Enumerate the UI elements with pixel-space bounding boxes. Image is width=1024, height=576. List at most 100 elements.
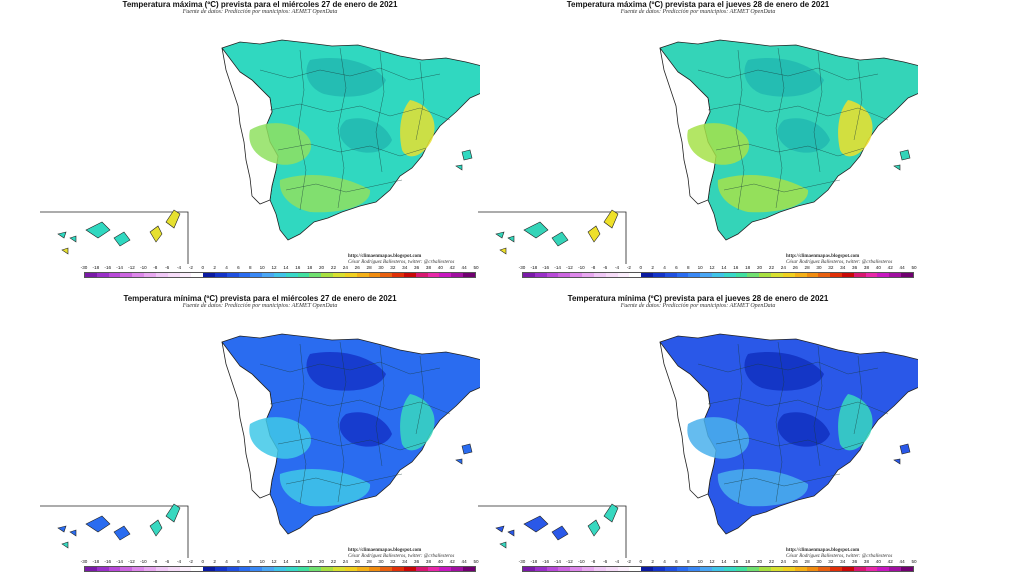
scale-swatch: [356, 273, 369, 277]
scale-tick-label: 24: [342, 265, 348, 270]
map-title: Temperatura máxima (ºC) prevista para el…: [566, 0, 830, 9]
scale-swatch: [203, 567, 215, 571]
scale-tick-label: -14: [116, 265, 123, 270]
scale-tick-label: 24: [780, 265, 786, 270]
temperature-zone: [306, 352, 386, 391]
scale-tick-label: 40: [875, 559, 881, 564]
scale-tick-label: 34: [402, 265, 408, 270]
scale-tick-label: -30: [518, 559, 526, 564]
scale-tick-label: 2: [651, 265, 654, 270]
province-border: [853, 355, 863, 435]
scale-tick-label: -14: [554, 559, 561, 564]
scale-swatch: [582, 567, 594, 571]
temperature-zone: [687, 123, 750, 165]
scale-swatch: [534, 567, 547, 571]
scale-tick-label: 22: [330, 265, 337, 270]
scale-swatch: [700, 273, 712, 277]
temperature-zone: [744, 58, 824, 97]
scale-tick-label: 26: [792, 559, 798, 564]
scale-swatch: [735, 273, 748, 277]
temperature-zone: [717, 175, 809, 213]
scale-tick-label: 12: [271, 559, 277, 564]
portugal-region: [221, 341, 279, 499]
scale-swatch: [144, 567, 156, 571]
scale-tick-label: 50: [911, 265, 917, 270]
province-border: [269, 397, 451, 415]
scale-swatch: [309, 567, 322, 571]
scale-tick-label: 42: [449, 559, 455, 564]
scale-tick-label: 50: [473, 265, 479, 270]
map-panel-tmin-27: Temperatura mínima (ºC) prevista para el…: [40, 294, 480, 576]
scale-tick-label: 10: [259, 265, 265, 270]
credit-blog: http://climaenmapas.blogspot.com: [348, 254, 422, 259]
canary-island: [587, 519, 601, 537]
credit-blog: http://climaenmapas.blogspot.com: [348, 548, 422, 553]
canary-island: [499, 247, 507, 255]
scale-tick-label: 50: [911, 559, 917, 564]
scale-swatch: [226, 273, 239, 277]
scale-tick-label: -12: [128, 559, 135, 564]
scale-tick-label: 20: [757, 265, 763, 270]
scale-tick-label: 28: [366, 559, 372, 564]
scale-tick-label: 6: [675, 559, 678, 564]
scale-swatch: [641, 567, 653, 571]
scale-tick-label: 38: [863, 265, 870, 270]
scale-swatch: [155, 567, 168, 571]
scale-swatch: [605, 567, 618, 571]
canary-island: [113, 231, 131, 247]
credit-blog: http://climaenmapas.blogspot.com: [786, 548, 860, 553]
province-border: [707, 397, 889, 415]
scale-tick-label: -2: [188, 265, 193, 270]
scale-tick-label: 20: [757, 559, 763, 564]
scale-swatch: [841, 567, 854, 571]
scale-tick-label: 30: [378, 559, 384, 564]
scale-swatch: [853, 567, 866, 571]
canary-island: [57, 525, 67, 533]
scale-swatch: [676, 567, 689, 571]
scale-tick-label: 24: [780, 559, 786, 564]
scale-swatch: [735, 567, 748, 571]
map-source: Fuente de datos: Predicción por municipi…: [620, 9, 776, 15]
scale-swatch: [368, 567, 381, 571]
scale-swatch: [144, 273, 156, 277]
credit-author: César Rodríguez Ballesteros, twitter: @c…: [348, 260, 455, 265]
scale-swatch: [865, 567, 878, 571]
province-border: [277, 437, 427, 451]
scale-swatch: [723, 567, 736, 571]
scale-ticks: -30 -18 -16 -14 -12 -10 -8 -6 -4 -2 0 2 4 6 8 10 12 14 16 1…: [81, 265, 479, 272]
scale-swatch: [415, 567, 428, 571]
scale-tick-label: 32: [390, 265, 396, 270]
scale-swatch: [285, 567, 298, 571]
credit-blog: http://climaenmapas.blogspot.com: [786, 254, 860, 259]
balearic-island: [893, 164, 901, 171]
scale-tick-label: -18: [92, 265, 100, 270]
scale-tick-label: -10: [578, 559, 585, 564]
scale-tick-label: 26: [354, 265, 360, 270]
canary-island: [523, 221, 549, 239]
scale-swatch: [368, 273, 381, 277]
scale-tick-label: 16: [295, 265, 301, 270]
scale-swatch: [652, 273, 665, 277]
scale-swatch: [285, 273, 298, 277]
scale-swatch: [759, 567, 772, 571]
scale-swatch: [250, 273, 263, 277]
scale-tick-label: -16: [542, 265, 550, 270]
province-border: [337, 47, 347, 209]
province-border: [337, 341, 347, 503]
balearic-island: [455, 458, 463, 465]
balearic-island: [461, 443, 473, 455]
temperature-zone: [306, 58, 386, 97]
scale-tick-label: -14: [116, 559, 123, 564]
scale-swatch: [132, 567, 145, 571]
scale-tick-label: 14: [283, 559, 289, 564]
scale-swatch: [641, 273, 653, 277]
scale-swatch: [333, 273, 345, 277]
province-border: [715, 437, 865, 451]
scale-tick-label: 10: [259, 559, 265, 564]
scale-swatch: [794, 567, 807, 571]
scale-tick-label: -16: [542, 559, 550, 564]
canary-island: [507, 529, 515, 537]
scale-tick-label: -12: [566, 265, 573, 270]
scale-ticks: -30 -18 -16 -14 -12 -10 -8 -6 -4 -2 0 2 4 6 8 10 12 14 16 1…: [518, 559, 917, 566]
scale-tick-label: 12: [271, 265, 277, 270]
